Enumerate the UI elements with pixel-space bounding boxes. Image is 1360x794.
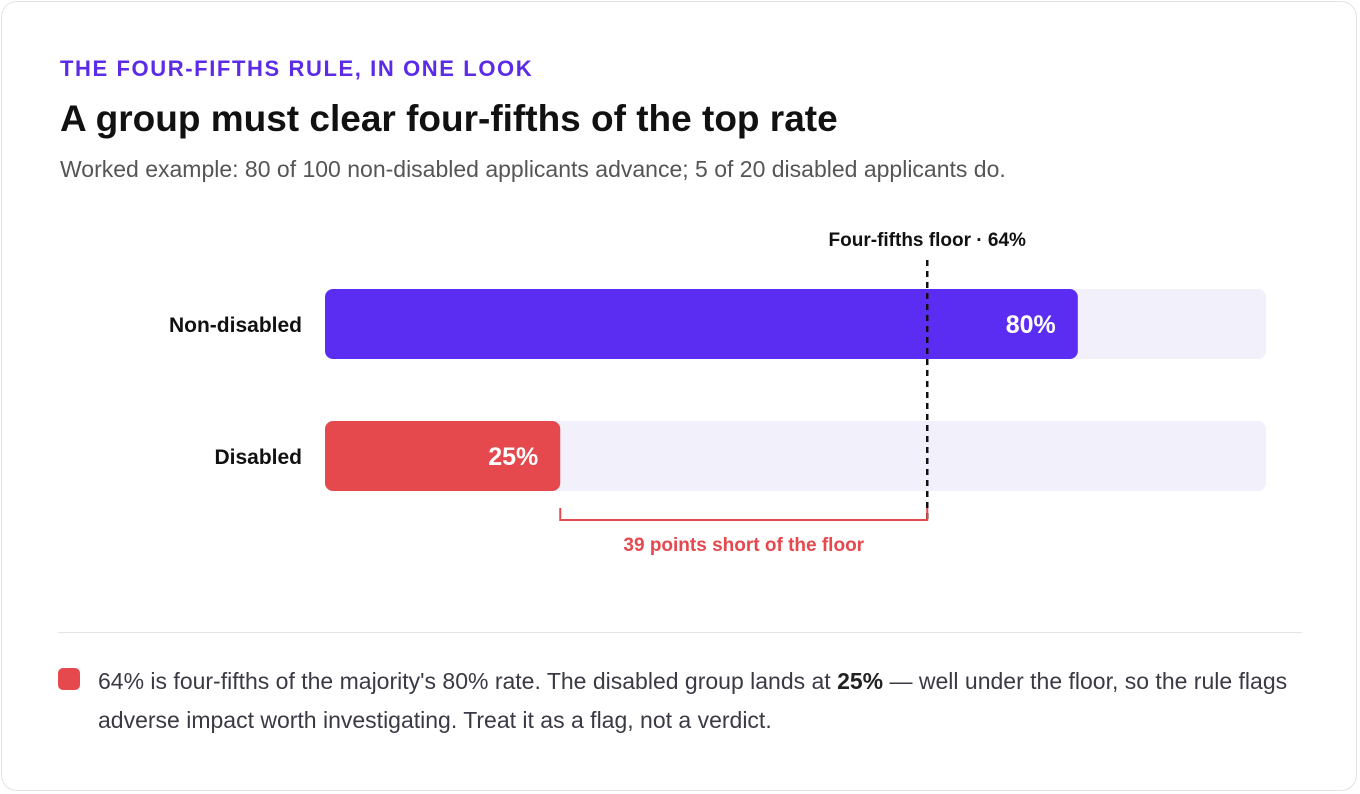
bar-disabled <box>325 421 561 491</box>
eyebrow-label: THE FOUR-FIFTHS RULE, IN ONE LOOK <box>60 56 534 81</box>
divider <box>58 632 1302 633</box>
gap-label: 39 points short of the floor <box>623 535 864 556</box>
footnote: 64% is four-fifths of the majority's 80%… <box>98 662 1313 740</box>
gap-bracket <box>559 508 929 521</box>
category-label-non-disabled: Non-disabled <box>169 314 302 337</box>
note-swatch-icon <box>58 668 80 690</box>
bar-non-disabled <box>325 289 1078 359</box>
bar-chart: Non-disabled 80% Disabled 25% Four-fifths fl… <box>169 230 1266 556</box>
footnote-highlight: 25% <box>837 668 884 694</box>
value-label-non-disabled: 80% <box>1006 311 1056 339</box>
threshold-label: Four-fifths floor · 64% <box>829 230 1026 251</box>
page-title: A group must clear four-fifths of the to… <box>60 98 838 139</box>
value-label-disabled: 25% <box>488 443 538 471</box>
footnote-text-after: — well under the floor, so the rule flag… <box>98 668 1288 733</box>
category-label-disabled: Disabled <box>214 446 302 469</box>
footnote-text-before: 64% is four-fifths of the majority's 80%… <box>98 668 838 694</box>
page-subtitle: Worked example: 80 of 100 non-disabled a… <box>60 156 1006 182</box>
